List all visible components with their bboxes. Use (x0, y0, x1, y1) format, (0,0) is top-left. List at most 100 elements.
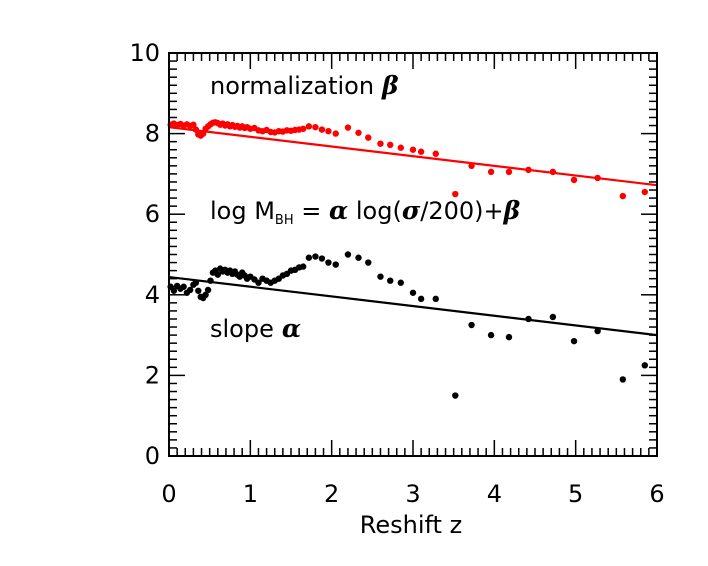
data-point (397, 279, 404, 286)
data-point (468, 162, 475, 170)
data-point (199, 130, 207, 137)
x-tick-label: 3 (405, 480, 420, 508)
data-point (365, 259, 372, 266)
data-point (325, 259, 332, 266)
data-point (468, 321, 475, 329)
data-point (318, 255, 326, 262)
data-point (397, 144, 404, 151)
data-point (641, 362, 648, 369)
data-point (204, 286, 212, 294)
data-point (355, 254, 362, 261)
data-point (214, 271, 221, 278)
equation-sigma: σ (402, 196, 421, 225)
data-point (192, 279, 200, 286)
data-point (192, 126, 200, 133)
x-axis-title: Reshift z (360, 511, 462, 539)
data-point (570, 337, 578, 345)
data-point (409, 146, 417, 153)
y-tick-label: 0 (145, 442, 160, 470)
data-point (505, 333, 513, 341)
data-point (318, 126, 326, 133)
data-point (594, 327, 601, 335)
data-point (300, 125, 307, 132)
data-point (344, 124, 352, 131)
data-point (409, 289, 417, 296)
data-point (312, 123, 319, 131)
data-point (641, 188, 648, 196)
data-point (170, 287, 178, 294)
equation-beta: β (503, 196, 521, 225)
axis-ticks (168, 52, 658, 457)
data-point (325, 127, 332, 135)
annotation-slope-text: slope (210, 315, 274, 343)
data-point (377, 140, 384, 147)
fit-line (168, 275, 658, 337)
data-point (332, 130, 339, 137)
annotation-alpha-symbol: α (282, 314, 301, 343)
x-tick-label: 4 (487, 480, 502, 508)
data-point (195, 287, 202, 294)
data-point (452, 392, 459, 399)
data-point (549, 168, 557, 176)
data-point (305, 254, 313, 261)
data-point (417, 295, 425, 303)
equation-mid: = (294, 197, 329, 225)
plot-frame (168, 52, 658, 457)
data-point (190, 121, 197, 128)
data-point (344, 251, 352, 258)
annotation-beta-symbol: β (381, 71, 399, 100)
equation-prefix: log M (210, 197, 275, 225)
data-point (452, 190, 459, 198)
annotation-normalization-text: normalization (210, 72, 374, 100)
y-tick-label: 8 (145, 120, 160, 148)
y-tick-label: 4 (145, 281, 160, 309)
data-point (387, 141, 394, 149)
equation-alpha: α (329, 196, 348, 225)
data-point (432, 150, 439, 157)
data-point (594, 174, 601, 182)
data-point (487, 331, 495, 339)
annotation-equation: log MBH = α log(σ/200)+β (210, 196, 521, 228)
data-point (355, 129, 362, 136)
data-point (377, 273, 384, 280)
data-point (525, 315, 532, 323)
data-point (570, 176, 578, 184)
x-tick-label: 6 (649, 480, 664, 508)
data-point (365, 134, 372, 141)
data-point (255, 279, 262, 286)
data-point (300, 263, 307, 270)
data-point (387, 277, 394, 284)
x-tick-label: 2 (324, 480, 339, 508)
equation-log: log( (348, 197, 402, 225)
data-points (167, 119, 648, 399)
data-point (487, 168, 495, 176)
data-point (505, 168, 513, 176)
data-point (186, 286, 194, 294)
x-tick-label: 5 (568, 480, 583, 508)
data-point (180, 283, 187, 290)
annotation-normalization: normalization β (210, 71, 399, 100)
fit-lines (168, 126, 658, 337)
data-point (207, 277, 214, 284)
data-point (432, 295, 439, 303)
data-point (525, 166, 532, 174)
x-tick-label: 1 (243, 480, 258, 508)
y-tick-label: 2 (145, 361, 160, 389)
y-tick-label: 10 (129, 39, 160, 67)
annotation-slope: slope α (210, 314, 301, 343)
data-point (549, 313, 557, 321)
data-point (332, 261, 339, 268)
data-point (417, 148, 425, 155)
fit-line (168, 126, 658, 187)
data-point (619, 192, 627, 200)
equation-rest: /200)+ (420, 197, 503, 225)
data-point (312, 253, 319, 260)
tick-labels: 0 1 2 3 4 5 6 0 2 4 6 8 10 (129, 39, 664, 508)
equation-subscript: BH (275, 213, 294, 228)
y-tick-label: 6 (145, 200, 160, 228)
data-point (202, 291, 209, 298)
x-tick-label: 0 (161, 480, 176, 508)
data-point (305, 123, 313, 130)
data-point (619, 376, 627, 383)
